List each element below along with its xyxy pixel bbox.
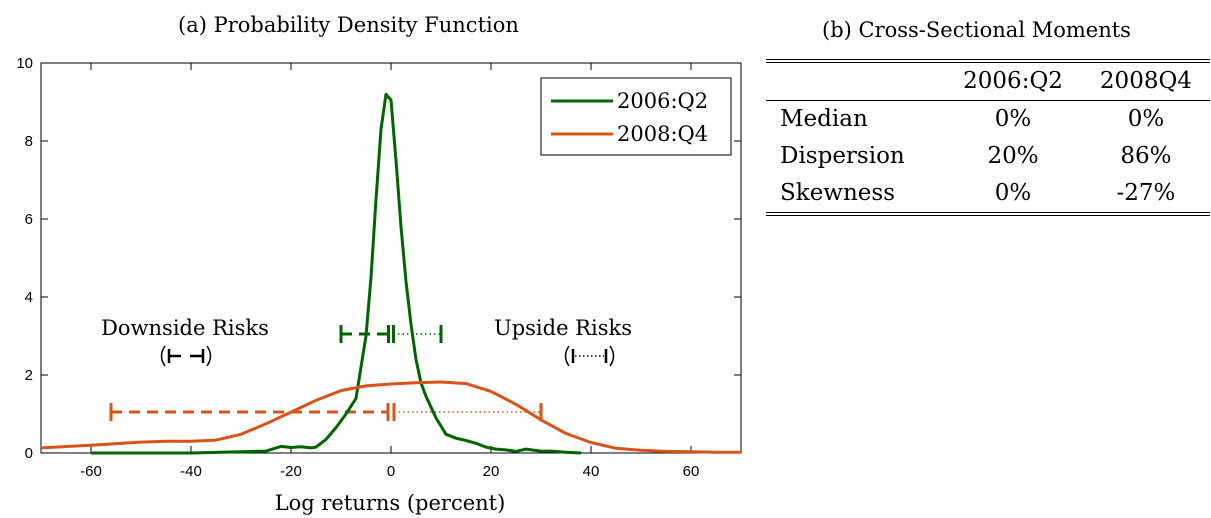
header-blank <box>766 61 944 101</box>
cell-2006q2: 0% <box>994 180 1032 206</box>
upside-symbol <box>564 345 615 367</box>
downside-paren-right <box>206 345 212 367</box>
cell-2008q4: 0% <box>1127 106 1165 132</box>
series-line-2006q2 <box>91 92 582 455</box>
cell-2006q2: 0% <box>994 106 1032 132</box>
downside-symbol <box>160 345 212 367</box>
table-row: Median 0% 0% <box>766 101 1210 139</box>
header-2006q2: 2006:Q2 <box>963 68 1063 94</box>
x-axis-label: Log returns (percent) <box>275 491 506 515</box>
x-tick-label: -20 <box>280 463 302 480</box>
x-tick-label: 60 <box>683 463 700 480</box>
upside-paren-left <box>564 345 570 367</box>
y-tick-label: 4 <box>25 289 33 306</box>
legend-label-2008q4: 2008:Q4 <box>617 122 708 146</box>
cell-2008q4: -27% <box>1116 180 1176 206</box>
panel-a-title: (a) Probability Density Function <box>178 13 519 37</box>
table-header-row: 2006:Q2 2008Q4 <box>766 61 1210 101</box>
density-chart: -60 -40 -20 0 20 40 60 0 2 4 6 8 10 Log returns (per… <box>16 55 742 515</box>
legend-box <box>540 77 732 156</box>
y-tick-label: 2 <box>25 367 33 384</box>
moments-table: 2006:Q2 2008Q4 Median 0% 0% Dispersion 2… <box>766 59 1210 216</box>
table-row: Dispersion 20% 86% <box>766 138 1210 175</box>
x-tick-label: -60 <box>80 463 102 480</box>
x-tick-label: 0 <box>387 463 395 480</box>
row-label: Skewness <box>780 180 896 206</box>
header-2008q4: 2008Q4 <box>1099 68 1192 94</box>
x-tick-label: 20 <box>483 463 500 480</box>
series-line-2008q4 <box>40 380 741 454</box>
cell-2006q2: 20% <box>987 143 1039 169</box>
annotation-upside: Upside Risks <box>494 316 632 340</box>
row-label: Dispersion <box>780 143 905 169</box>
x-tick-label: -40 <box>180 463 202 480</box>
y-tick-label: 10 <box>16 55 33 72</box>
panel-b-title: (b) Cross-Sectional Moments <box>822 18 1131 42</box>
table-row: Skewness 0% -27% <box>766 175 1210 214</box>
y-tick-label: 0 <box>25 445 33 462</box>
y-tick-label: 8 <box>25 133 33 150</box>
upside-paren-right <box>609 345 615 367</box>
legend-label-2006q2: 2006:Q2 <box>617 89 708 113</box>
annotation-downside: Downside Risks <box>101 316 269 340</box>
cell-2008q4: 86% <box>1120 143 1172 169</box>
downside-paren-left <box>160 345 166 367</box>
row-label: Median <box>780 106 868 132</box>
legend: 2006:Q2 2008:Q4 <box>540 77 732 156</box>
x-tick-label: 40 <box>583 463 600 480</box>
y-tick-label: 6 <box>25 211 33 228</box>
